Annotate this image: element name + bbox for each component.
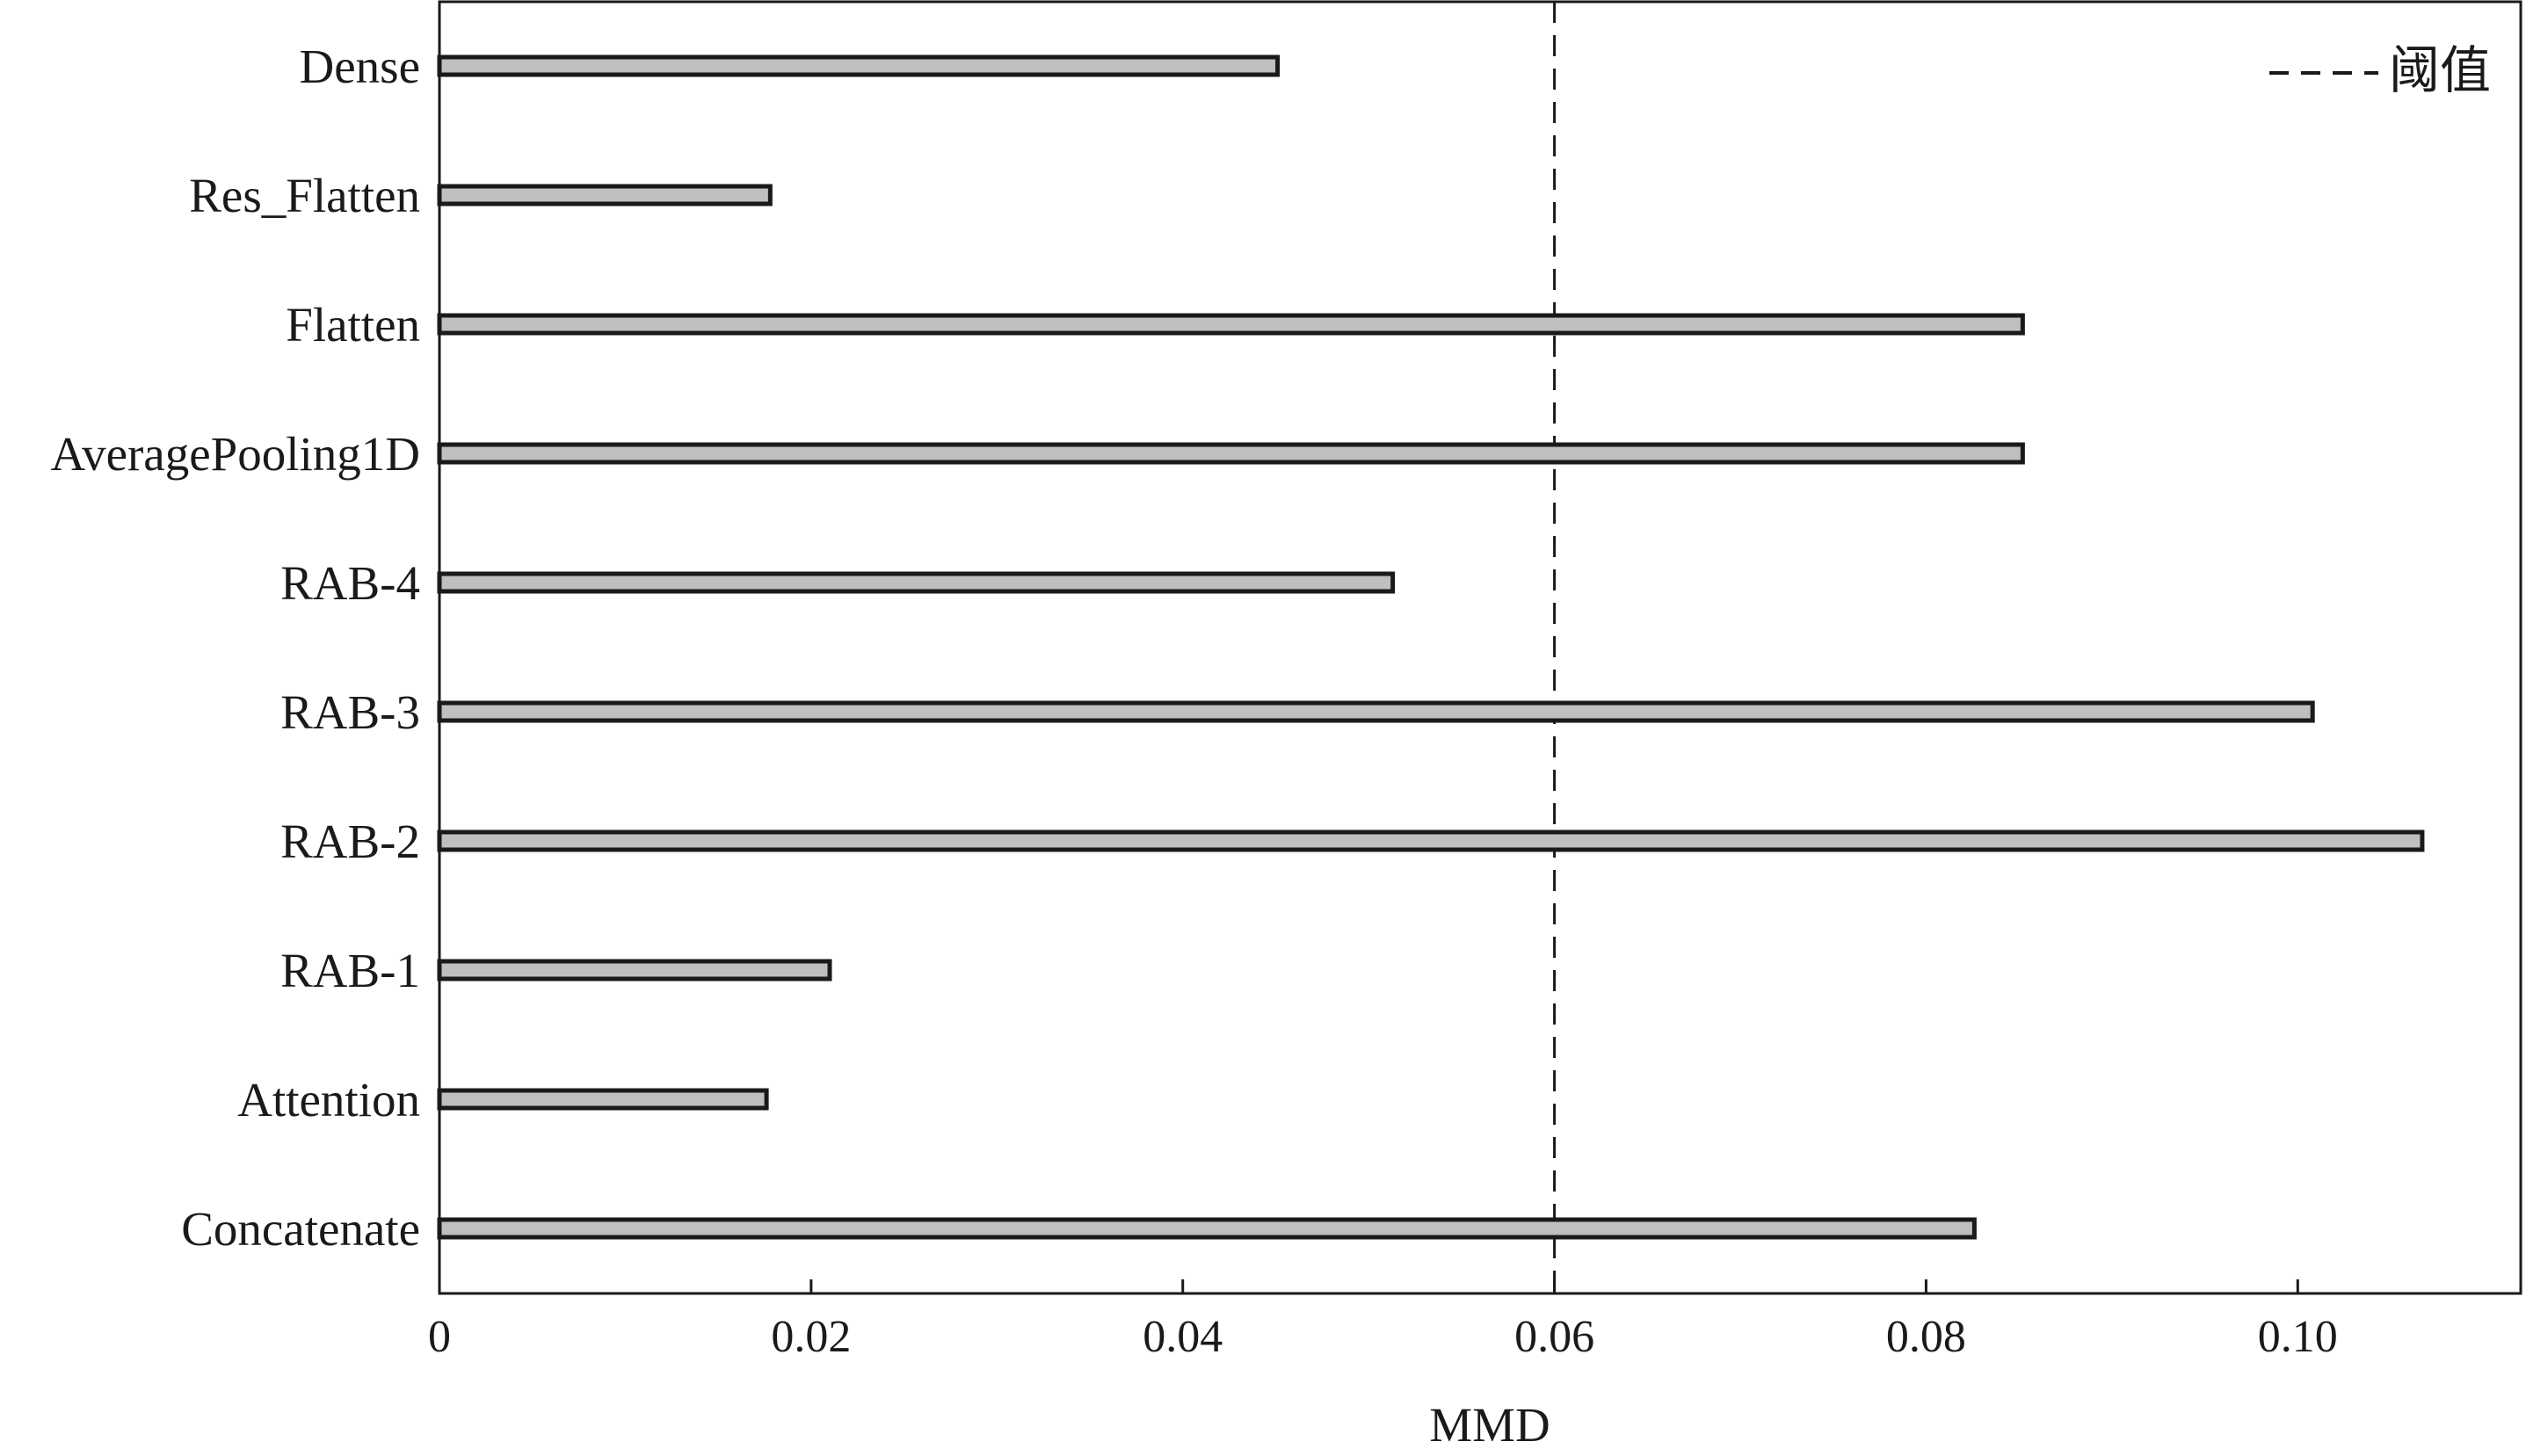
legend-threshold-label: 阈值 <box>2389 42 2491 99</box>
bar-attention <box>437 1088 769 1111</box>
category-label: Concatenate <box>181 1202 420 1256</box>
bar-flatten <box>437 313 2025 336</box>
bar-concatenate <box>437 1217 1977 1240</box>
legend: 阈值 <box>2269 42 2491 99</box>
plot-border <box>438 0 2522 1295</box>
category-label: Res_Flatten <box>189 169 420 222</box>
category-label: RAB-4 <box>280 556 420 610</box>
category-label: RAB-2 <box>280 815 420 868</box>
x-tick-label: 0.04 <box>1143 1312 1223 1362</box>
x-tick-label: 0 <box>428 1312 451 1362</box>
category-label: RAB-3 <box>280 685 420 739</box>
bar-rab-3 <box>437 700 2315 723</box>
bar-averagepooling1d <box>437 442 2025 465</box>
x-axis-label: MMD <box>1429 1398 1550 1452</box>
plot-frame <box>438 0 2522 1295</box>
bar-rab-4 <box>437 571 1396 594</box>
bar-rab-1 <box>437 959 832 982</box>
x-tick-label: 0.02 <box>771 1312 851 1362</box>
bar-res-flatten <box>437 184 773 206</box>
x-tick-label: 0.10 <box>2258 1312 2338 1362</box>
category-labels: Dense Res_Flatten Flatten AveragePooling1D R… <box>50 40 420 1256</box>
category-label: AveragePooling1D <box>50 427 420 481</box>
category-label: Attention <box>237 1073 420 1126</box>
bars <box>437 54 2425 1240</box>
category-label: Flatten <box>286 298 420 351</box>
category-label: RAB-1 <box>280 944 420 997</box>
x-tick-label: 0.06 <box>1514 1312 1594 1362</box>
category-label: Dense <box>300 40 420 93</box>
bar-dense <box>437 54 1281 77</box>
bar-rab-2 <box>437 829 2425 852</box>
x-tick-label: 0.08 <box>1886 1312 1966 1362</box>
x-axis-ticks: 0 0.02 0.04 0.06 0.08 0.10 <box>428 1279 2338 1362</box>
